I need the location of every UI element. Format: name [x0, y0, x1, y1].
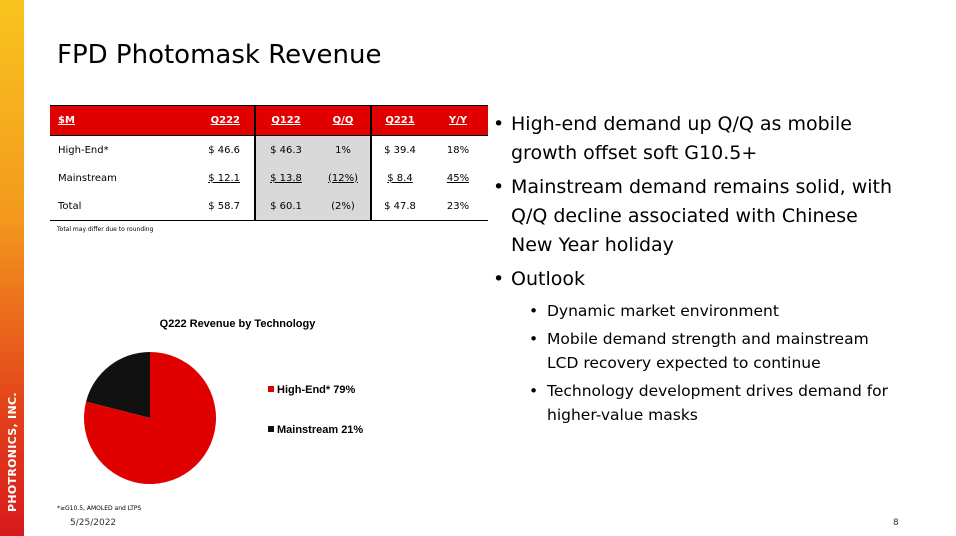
- chart-title: Q222 Revenue by Technology: [159, 318, 316, 330]
- table-cell: 45%: [446, 172, 470, 184]
- pie-slice-mainstream: [86, 352, 150, 418]
- bullet-text: High-end demand up Q/Q as mobile growth …: [511, 113, 852, 164]
- table-cell-wrap: 45%: [428, 164, 488, 192]
- legend-item: High-End* 79%: [268, 384, 355, 396]
- table-header-cell: Q221: [370, 105, 428, 136]
- legend-swatch: [268, 426, 274, 432]
- table-cell: $ 8.4: [387, 172, 413, 184]
- slide-title: FPD Photomask Revenue: [57, 40, 382, 70]
- table-cell: 18%: [446, 144, 470, 156]
- bullet-text: Mainstream demand remains solid, with Q/…: [511, 176, 893, 256]
- bullet-marker: •: [493, 113, 505, 135]
- table-row: High-End* $ 46.6 $ 46.3 1% $ 39.4 18%: [50, 135, 488, 164]
- legend-label: Mainstream 21%: [277, 424, 364, 436]
- legend-swatch: [268, 386, 274, 392]
- bullet-text: Mobile demand strength and mainstream LC…: [547, 330, 869, 372]
- table-cell: $ 12.1: [208, 172, 240, 184]
- table-cell-wrap: $ 13.8: [254, 164, 316, 192]
- table-row: Total $ 58.7 $ 60.1 (2%) $ 47.8 23%: [50, 192, 488, 221]
- table-header-cell: Q122: [254, 105, 316, 136]
- table-cell: $ 60.1: [254, 192, 316, 221]
- pie-chart: [84, 352, 216, 484]
- table-note: Total may differ due to rounding: [57, 226, 154, 233]
- table-cell: $ 39.4: [370, 135, 428, 164]
- slide-date: 5/25/2022: [70, 518, 117, 528]
- page-number: 8: [893, 518, 899, 528]
- bullet-text: Dynamic market environment: [547, 302, 779, 320]
- table-cell: 1%: [316, 135, 371, 164]
- table-header-cell: Q/Q: [316, 105, 371, 136]
- table-cell: $ 46.6: [208, 144, 240, 156]
- table-header-cell: $M: [50, 105, 182, 136]
- sub-bullet-item: • Technology development drives demand fo…: [529, 379, 893, 427]
- bullet-marker: •: [529, 302, 539, 320]
- table-row: Mainstream $ 12.1 $ 13.8 (12%) $ 8.4 45%: [50, 164, 488, 192]
- table-cell: 23%: [428, 192, 488, 221]
- legend-item: Mainstream 21%: [268, 424, 363, 436]
- footnote: *≥G10.5, AMOLED and LTPS: [57, 505, 142, 512]
- sub-bullet-item: • Dynamic market environment: [529, 299, 893, 323]
- bullet-item: • Mainstream demand remains solid, with Q…: [493, 173, 893, 260]
- table-header-cell: Q222: [182, 105, 255, 136]
- bullet-text: Technology development drives demand for…: [547, 382, 889, 424]
- bullet-marker: •: [529, 382, 539, 400]
- bullet-list: • High-end demand up Q/Q as mobile growth…: [493, 110, 893, 431]
- table-cell: (2%): [316, 192, 371, 221]
- bullet-marker: •: [529, 330, 539, 348]
- table-header-row: $M Q222 Q122 Q/Q Q221 Y/Y: [50, 105, 488, 136]
- bullet-item: • Outlook: [493, 265, 893, 294]
- revenue-table: $M Q222 Q122 Q/Q Q221 Y/Y High-End* $ 46…: [50, 105, 488, 221]
- table-cell: Total: [50, 192, 182, 221]
- table-cell: $ 13.8: [270, 172, 302, 184]
- table-cell-wrap: $ 12.1: [182, 164, 255, 192]
- table-cell: $ 47.8: [370, 192, 428, 221]
- sub-bullet-item: • Mobile demand strength and mainstream L…: [529, 327, 893, 375]
- table-cell-wrap: $ 8.4: [370, 164, 428, 192]
- pie-slice-high-end: [84, 352, 216, 484]
- company-name: PHOTRONICS, INC.: [6, 392, 19, 512]
- table-cell: High-End*: [58, 144, 109, 156]
- bullet-marker: •: [493, 176, 505, 198]
- bullet-marker: •: [493, 268, 505, 290]
- table-cell: $ 46.3: [254, 135, 316, 164]
- bullet-text: Outlook: [511, 268, 585, 290]
- table-cell-wrap: (12%): [316, 164, 371, 192]
- brand-sidebar: PHOTRONICS, INC.: [0, 0, 24, 536]
- table-cell: Mainstream: [58, 172, 117, 184]
- table-cell: (12%): [327, 172, 359, 184]
- bullet-item: • High-end demand up Q/Q as mobile growth…: [493, 110, 893, 168]
- table-cell: $ 58.7: [182, 192, 255, 221]
- legend-label: High-End* 79%: [277, 384, 356, 396]
- table-header-cell: Y/Y: [428, 105, 488, 136]
